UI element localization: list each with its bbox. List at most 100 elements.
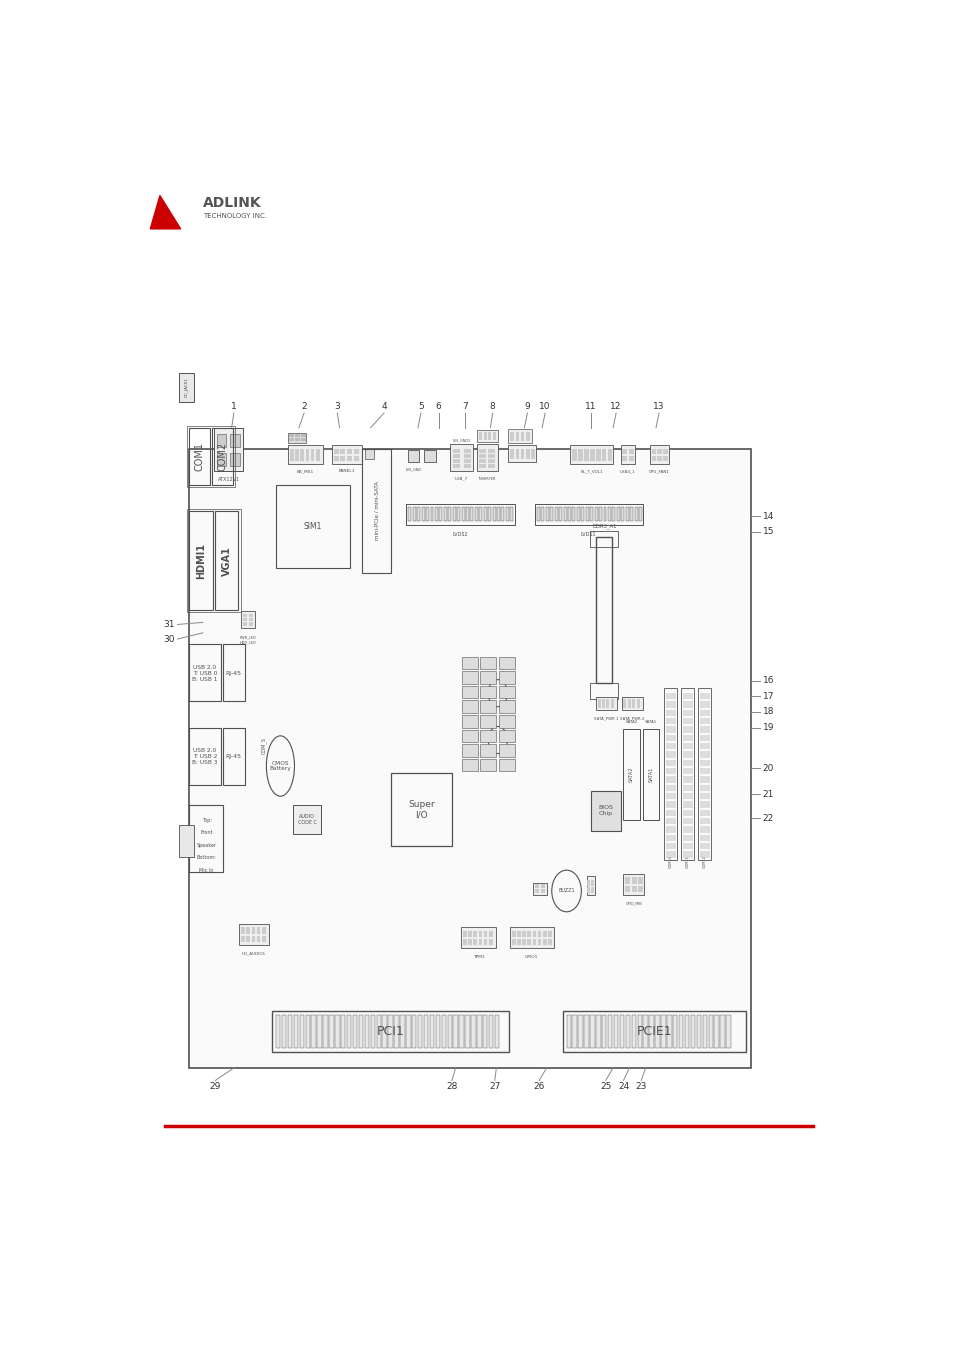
Bar <box>463 454 471 458</box>
Bar <box>699 852 709 857</box>
Bar <box>632 699 635 707</box>
Bar <box>596 698 617 710</box>
Bar <box>187 426 235 487</box>
Bar <box>547 938 551 945</box>
Bar <box>537 507 539 522</box>
Bar <box>682 744 692 749</box>
Bar <box>601 699 604 707</box>
Bar <box>483 938 487 945</box>
Bar <box>354 449 358 454</box>
Bar <box>488 1015 493 1048</box>
Text: Top:: Top: <box>201 818 212 822</box>
Text: BL_T_VOL1: BL_T_VOL1 <box>579 469 602 473</box>
Bar <box>335 1015 339 1048</box>
Bar <box>483 930 487 937</box>
Bar <box>430 507 433 522</box>
Bar <box>216 434 226 448</box>
Text: SATA_PWR 2: SATA_PWR 2 <box>619 717 644 721</box>
Bar <box>423 1015 428 1048</box>
Bar <box>631 1015 636 1048</box>
Bar <box>479 685 496 699</box>
Bar <box>628 449 633 454</box>
Bar <box>478 449 485 453</box>
Bar <box>453 454 459 458</box>
Bar <box>461 715 477 727</box>
Bar <box>527 938 531 945</box>
Bar <box>682 834 692 841</box>
Bar <box>358 1015 363 1048</box>
Text: TPM1: TPM1 <box>472 955 484 959</box>
Text: GPIO_MBI: GPIO_MBI <box>625 902 641 906</box>
Bar <box>665 735 676 741</box>
Bar <box>488 431 491 441</box>
Text: VGA1: VGA1 <box>221 546 232 576</box>
Bar <box>580 507 583 522</box>
Bar <box>382 1015 387 1048</box>
Bar <box>699 694 709 699</box>
Bar <box>665 794 676 799</box>
Bar <box>249 618 253 622</box>
Bar <box>436 1015 439 1048</box>
Bar <box>625 1015 630 1048</box>
Bar <box>290 449 294 461</box>
Bar <box>242 622 247 626</box>
Text: ATX12V1: ATX12V1 <box>217 477 239 483</box>
Bar <box>190 511 213 610</box>
Bar <box>517 938 520 945</box>
Bar <box>423 450 436 462</box>
Text: 15: 15 <box>761 527 773 537</box>
Text: CPU_FAN1: CPU_FAN1 <box>648 469 669 473</box>
Bar <box>461 672 477 684</box>
Bar <box>631 886 637 892</box>
Bar <box>364 1015 369 1048</box>
Text: LVDS2: LVDS2 <box>452 533 467 538</box>
Bar <box>665 710 676 717</box>
Text: USB 2.0
T: USB 2
B: USB 3: USB 2.0 T: USB 2 B: USB 3 <box>193 749 217 765</box>
Text: PANEL1: PANEL1 <box>338 469 355 473</box>
Bar <box>476 430 497 442</box>
Bar <box>631 877 637 884</box>
Bar <box>699 726 709 733</box>
Bar <box>461 507 464 522</box>
Text: 25: 25 <box>599 1082 611 1091</box>
Bar <box>179 825 193 857</box>
Text: AUDIO
CODE C: AUDIO CODE C <box>297 814 316 825</box>
Bar <box>213 427 233 485</box>
Text: KB_MS1: KB_MS1 <box>296 469 314 473</box>
Bar <box>347 1015 351 1048</box>
Bar <box>649 1015 653 1048</box>
Bar <box>334 456 338 461</box>
Text: SATA2: SATA2 <box>625 721 637 725</box>
Bar <box>684 1015 689 1048</box>
Bar <box>578 1015 582 1048</box>
Bar <box>698 688 711 860</box>
Bar <box>610 699 613 707</box>
Text: ADLINK: ADLINK <box>203 196 261 210</box>
Bar <box>288 433 306 443</box>
Bar <box>682 802 692 807</box>
Bar <box>510 449 514 458</box>
Bar <box>699 794 709 799</box>
Text: 8: 8 <box>489 403 495 411</box>
Bar <box>682 826 692 833</box>
Bar <box>690 1015 695 1048</box>
Bar <box>682 718 692 725</box>
Bar <box>448 507 451 522</box>
Bar <box>293 804 321 834</box>
Bar <box>541 507 544 522</box>
Bar <box>272 1011 508 1052</box>
Text: Front: Front <box>200 830 213 836</box>
Text: 17: 17 <box>761 692 773 700</box>
Bar <box>470 507 473 522</box>
Bar <box>714 1015 719 1048</box>
Bar <box>542 938 546 945</box>
Bar <box>294 1015 298 1048</box>
Bar <box>662 449 667 454</box>
Text: 24: 24 <box>618 1082 628 1091</box>
Bar <box>590 880 594 886</box>
Bar <box>413 507 416 522</box>
Bar <box>498 685 515 699</box>
Bar <box>515 449 518 458</box>
Bar <box>479 672 496 684</box>
Text: 7: 7 <box>462 403 468 411</box>
